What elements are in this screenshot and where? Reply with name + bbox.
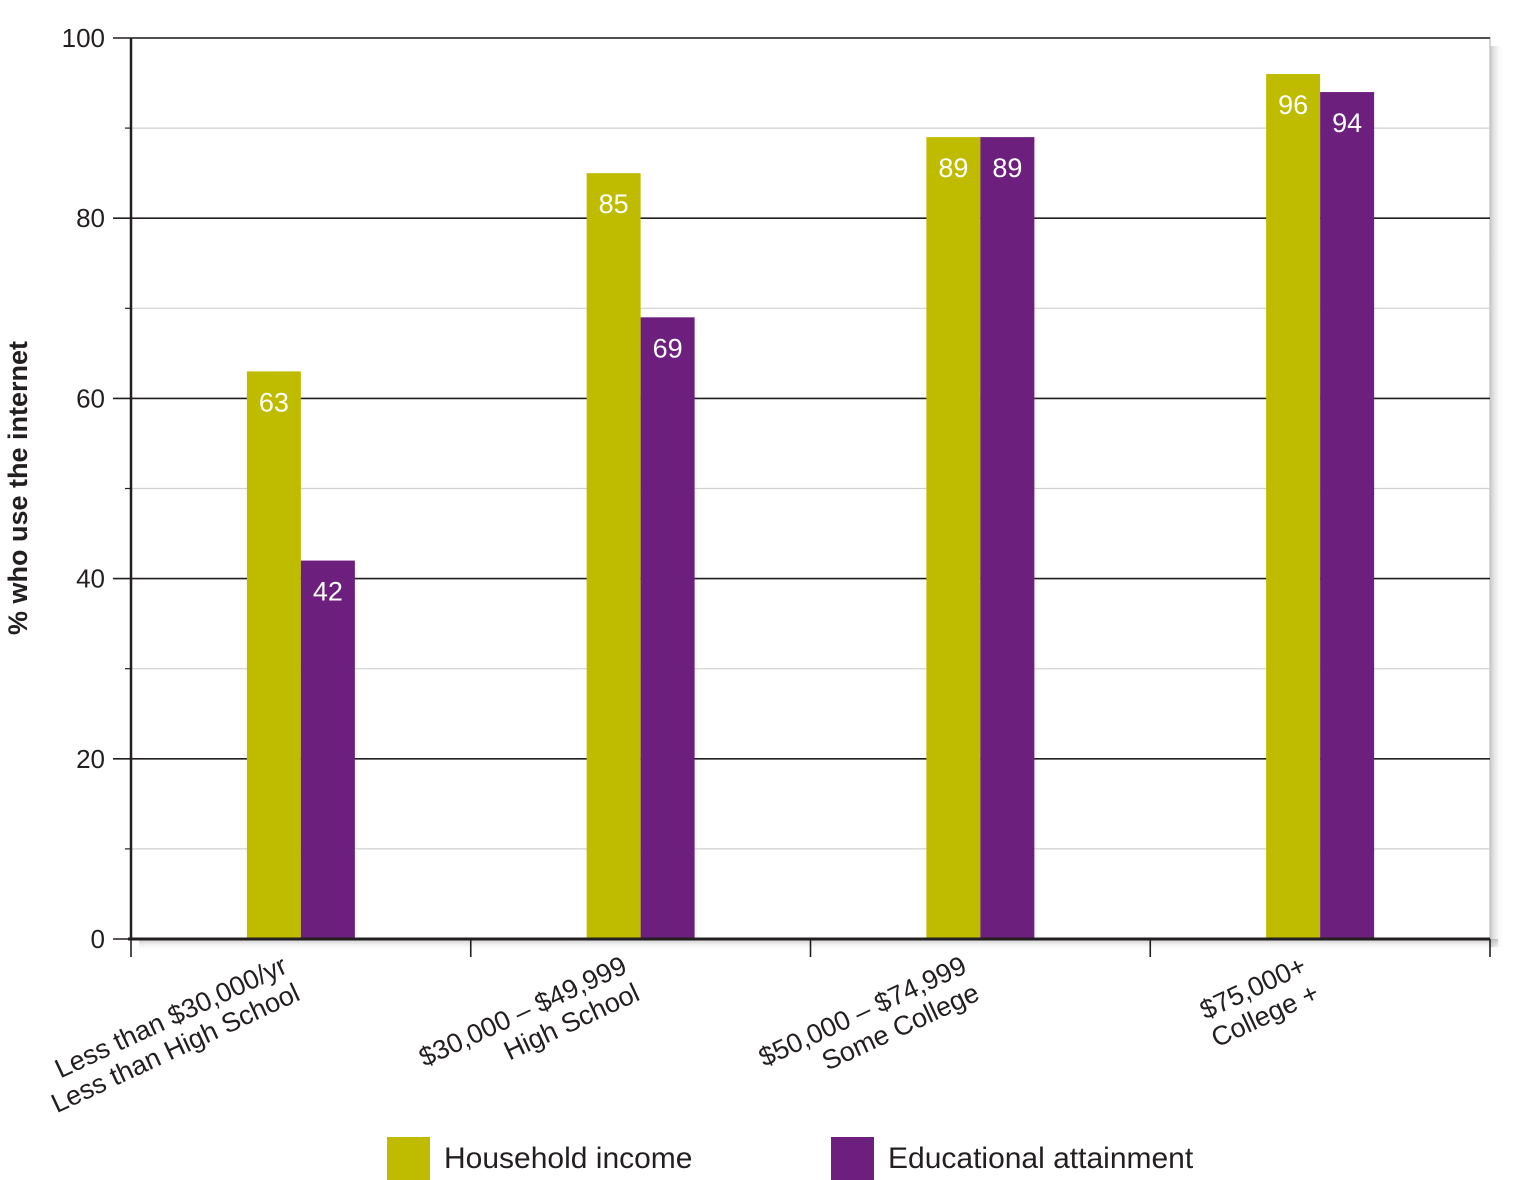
gridlines xyxy=(131,37,1490,850)
bar xyxy=(300,560,355,939)
legend-swatch xyxy=(831,1137,874,1180)
y-tick-label: 20 xyxy=(76,744,105,774)
frame-shadow-bottom xyxy=(139,939,1498,951)
y-tick-label: 0 xyxy=(91,924,105,954)
bar xyxy=(1266,74,1321,940)
y-tick-label: 60 xyxy=(76,383,105,413)
bar xyxy=(980,137,1035,940)
bar xyxy=(640,317,695,939)
data-label: 85 xyxy=(599,189,629,219)
data-label: 69 xyxy=(653,333,683,363)
legend-swatch xyxy=(387,1137,430,1180)
bar xyxy=(1320,92,1375,939)
data-label: 89 xyxy=(938,153,968,183)
data-label: 94 xyxy=(1332,108,1362,138)
y-axis-label: % who use the internet xyxy=(3,341,33,635)
bar xyxy=(586,173,641,939)
data-label: 63 xyxy=(259,387,289,417)
frame-shadow-right xyxy=(1490,46,1504,947)
bar xyxy=(926,137,981,940)
y-tick-labels: 0 20 40 60 80 100 xyxy=(62,23,105,954)
y-tick-label: 40 xyxy=(76,564,105,594)
y-tick-label: 80 xyxy=(76,203,105,233)
data-label: 42 xyxy=(313,577,343,607)
legend-label: Educational attainment xyxy=(888,1142,1194,1175)
bars: 63 42 85 69 89 89 96 94 xyxy=(246,74,1375,940)
axes xyxy=(113,37,1491,957)
bar xyxy=(246,371,301,939)
legend: Household income Educational attainment xyxy=(387,1137,1194,1180)
data-label: 89 xyxy=(992,153,1022,183)
data-label: 96 xyxy=(1278,90,1308,120)
x-category-label: $75,000+College + xyxy=(1195,950,1323,1053)
y-tick-label: 100 xyxy=(62,23,105,53)
legend-label: Household income xyxy=(444,1142,692,1175)
